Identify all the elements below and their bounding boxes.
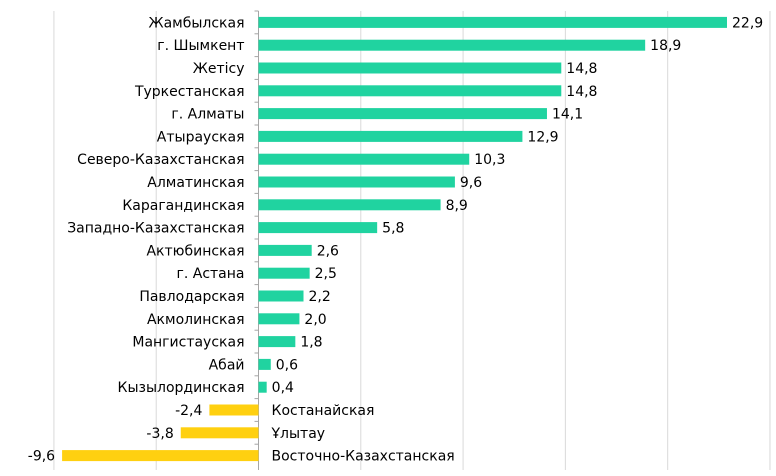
bars [62,10,727,462]
category-label: г. Алматы [171,107,244,123]
bar [258,381,267,393]
category-label: г. Астана [177,266,245,282]
category-label: Жетісу [193,61,245,77]
bar [258,222,378,234]
value-label: -2,4 [175,403,202,419]
value-label: 14,8 [566,84,597,100]
grid-lines [53,11,771,470]
category-label: Восточно-Казахстанская [272,449,455,465]
bar [258,176,455,188]
category-label: Акмолинская [147,312,245,328]
value-label: 2,5 [315,266,337,282]
bar [180,427,259,439]
category-label: Кызылординская [118,380,245,396]
category-label: Ұлытау [271,426,326,442]
value-label: 5,8 [382,221,404,237]
bar [258,16,727,28]
category-label: Костанайская [272,403,375,419]
category-label: Актюбинская [146,243,244,259]
category-label: Атырауская [157,129,245,145]
category-label: Мангистауская [132,335,244,351]
value-labels: 22,9 18,9 14,8 14,8 14,1 12,9 10,3 9,6 8,9 5,8 2,6… [28,15,763,464]
bar [258,153,470,165]
category-label: Туркестанская [134,84,245,100]
value-label: 1,8 [300,335,322,351]
category-label: Карагандинская [122,198,244,214]
value-label: 2,0 [304,312,326,328]
bar [258,290,304,302]
value-label: 14,1 [552,107,583,123]
value-label: 14,8 [566,61,597,77]
category-label: Павлодарская [139,289,244,305]
bar [258,336,296,348]
bar [258,199,441,211]
value-label: 2,6 [317,243,339,259]
category-label: Северо-Казахстанская [77,152,244,168]
value-label: 12,9 [527,129,558,145]
value-label: 18,9 [650,38,681,54]
category-label: Алматинская [147,175,244,191]
bar [258,130,523,142]
category-label: Абай [209,357,245,373]
value-label: 0,6 [276,357,298,373]
bar [258,244,312,256]
bar [62,450,259,462]
category-label: Западно-Казахстанская [67,221,244,237]
bar [258,358,271,370]
value-label: -3,8 [146,426,173,442]
category-label: г. Шымкент [157,38,244,54]
value-label: 22,9 [732,15,763,31]
category-label: Жамбылская [148,15,244,31]
bar [258,62,562,74]
value-label: 2,2 [309,289,331,305]
category-labels: Жамбылская г. Шымкент Жетісу Туркестанская г… [67,15,455,464]
bar [209,404,259,416]
bar [258,313,300,325]
bar [258,39,646,51]
bar [258,85,562,97]
value-label: 9,6 [460,175,482,191]
value-label: -9,6 [28,449,55,465]
value-label: 8,9 [446,198,468,214]
bar [258,267,310,279]
value-label: 0,4 [272,380,294,396]
value-label: 10,3 [474,152,505,168]
bar [258,108,547,120]
